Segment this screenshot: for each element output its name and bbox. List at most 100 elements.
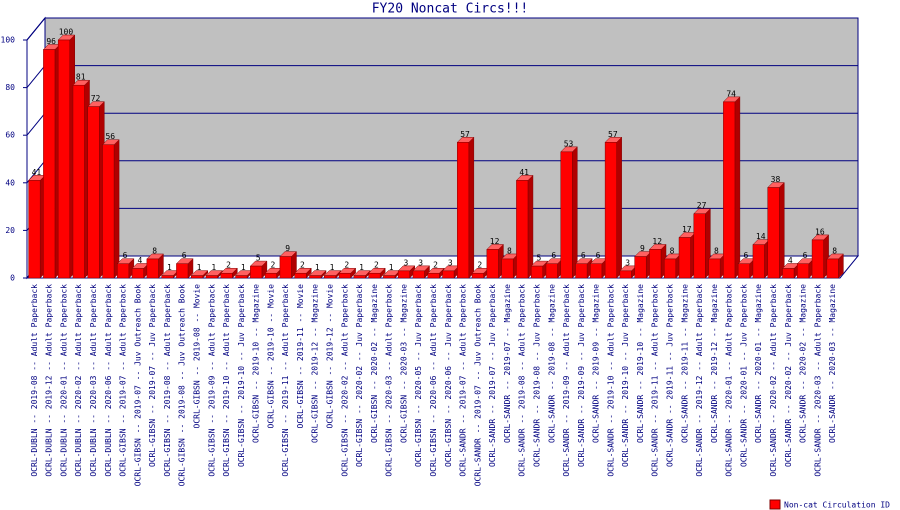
value-label: 38 <box>771 175 781 184</box>
value-label: 57 <box>608 130 618 139</box>
bar <box>324 275 337 279</box>
x-tick-label: OCRL-GIBSN -- 2019-08 -- Movie <box>192 284 201 429</box>
x-tick-label: OCRL-GIBSN -- 2019-12 -- Movie <box>326 284 335 429</box>
x-tick-label: OCRL-SANDR -- 2020-02 -- Adult Paperback <box>769 284 778 477</box>
bar <box>442 270 455 279</box>
bar <box>72 84 85 279</box>
value-label: 8 <box>152 246 157 255</box>
bar <box>57 39 70 279</box>
grid-line <box>26 112 46 136</box>
x-tick-label: OCRL-SANDR -- 2019-08 -- Magazine <box>547 284 556 443</box>
bar <box>205 275 218 279</box>
bar <box>516 180 529 279</box>
bar <box>117 263 130 279</box>
bar <box>575 263 588 279</box>
bar <box>28 180 41 279</box>
bar <box>797 263 810 279</box>
bar <box>250 265 263 279</box>
x-tick-label: OCRL-GIBSN -- 2019-11 -- Movie <box>296 284 305 429</box>
x-tick-label: OCRL-SANDR -- 2019-11 -- Adult Paperback <box>651 284 660 477</box>
value-label: 57 <box>460 130 470 139</box>
value-label: 41 <box>32 168 42 177</box>
bar-side <box>572 146 578 279</box>
bar <box>752 244 765 279</box>
value-label: 53 <box>564 139 574 148</box>
x-tick-label: OCRL-DUBLN -- 2020-06 -- Adult Paperback <box>104 284 113 477</box>
bar <box>383 275 396 279</box>
value-label: 1 <box>211 263 216 272</box>
x-tick-label: OCRL-SANDR -- 2019-07 -- Magazine <box>503 284 512 443</box>
x-tick-label: OCRL-SANDR -- 2020-01 -- Juv Paperback <box>739 284 748 467</box>
value-label: 17 <box>682 225 692 234</box>
x-tick-label: OCRL-SANDR -- 2019-08 -- Juv Paperback <box>532 284 541 467</box>
x-tick-label: OCRL-SANDR -- 2020-02 -- Juv Paperback <box>784 284 793 467</box>
x-tick-label: OCRL-SANDR -- 2020-03 -- Magazine <box>828 284 837 443</box>
value-label: 6 <box>123 251 128 260</box>
y-tick-label: 40 <box>5 178 15 187</box>
bar <box>220 272 233 279</box>
value-label: 27 <box>697 201 707 210</box>
x-tick-label: OCRL-SANDR -- 2020-01 -- Adult Paperback <box>725 284 734 477</box>
x-tick-label: OCRL-GIBSN -- 2020-03 -- Magazine <box>399 284 408 443</box>
bar-side <box>778 181 785 279</box>
x-tick-label: OCRL-SANDR -- 2019-10 -- Adult Paperback <box>606 284 615 477</box>
value-label: 1 <box>315 263 320 272</box>
value-label: 2 <box>433 261 438 270</box>
bar <box>737 263 750 279</box>
x-tick-label: OCRL-SANDR -- 2020-03 -- Adult Paperback <box>813 284 822 477</box>
bar <box>471 272 484 279</box>
value-label: 9 <box>640 244 645 253</box>
x-tick-label: OCRL-DUBLN -- 2020-02 -- Adult Paperback <box>74 284 83 477</box>
value-label: 81 <box>76 73 86 82</box>
value-label: 72 <box>91 94 101 103</box>
x-tick-label: OCRL-GIBSN -- 2020-02 -- Adult Paperback <box>340 284 349 477</box>
grid-line <box>26 65 46 88</box>
value-label: 2 <box>226 261 231 270</box>
x-tick-label: OCRL-SANDR -- 2019-07 -- Juv Paperback <box>488 284 497 467</box>
value-label: 96 <box>46 37 56 46</box>
bar <box>279 256 292 279</box>
bar-side <box>734 96 741 279</box>
y-tick-label: 60 <box>5 131 15 140</box>
value-label: 1 <box>197 263 202 272</box>
x-tick-label: OCRL-DUBLN -- 2020-03 -- Adult Paperback <box>89 284 98 477</box>
x-tick-label: OCRL-DUBLN -- 2019-12 -- Adult Paperback <box>45 284 54 477</box>
value-label: 1 <box>330 263 335 272</box>
x-tick-label: OCRL-SANDR -- 2019-11 -- Magazine <box>680 284 689 443</box>
bar <box>427 272 440 279</box>
value-label: 56 <box>105 132 115 141</box>
bar <box>309 275 322 279</box>
x-tick-label: OCRL-GIBSN -- 2019-09 -- Adult Paperback <box>207 284 216 477</box>
value-label: 9 <box>285 244 290 253</box>
value-label: 3 <box>418 258 423 267</box>
value-label: 6 <box>182 251 187 260</box>
value-label: 1 <box>359 263 364 272</box>
bar <box>590 263 603 279</box>
x-tick-label: OCRL-GIBSN -- 2020-05 -- Juv Paperback <box>414 284 423 467</box>
bar <box>678 237 691 279</box>
bar-side <box>527 174 534 279</box>
y-tick-label: 100 <box>1 36 16 45</box>
value-label: 4 <box>788 256 793 265</box>
x-tick-label: OCRL-GIBSN -- 2019-11 -- Adult Paperback <box>281 284 290 477</box>
x-tick-label: OCRL-GIBSN -- 2019-12 -- Magazine <box>311 284 320 443</box>
bar <box>176 263 189 279</box>
bar <box>663 258 677 279</box>
x-tick-label: OCRL-SANDR -- 2019-09 -- Adult Paperback <box>562 284 571 477</box>
x-tick-label: OCRL-GIBSN -- 2019-07 -- Adult Paperback <box>119 284 128 477</box>
value-label: 1 <box>167 263 172 272</box>
x-tick-label: OCRL-GIBSN -- 2019-10 -- Magazine <box>252 284 261 443</box>
value-label: 4 <box>137 256 142 265</box>
chart-title: FY20 Noncat Circs!!! <box>372 2 529 17</box>
bar <box>146 258 159 279</box>
value-label: 5 <box>537 254 542 263</box>
bar <box>87 106 100 279</box>
value-label: 12 <box>652 237 662 246</box>
bar <box>693 213 706 279</box>
y-tick-label: 80 <box>5 83 15 92</box>
bar <box>560 151 573 279</box>
x-tick-label: OCRL-SANDR -- 2019-07 -- Adult Paperback <box>459 284 468 477</box>
bar-side <box>468 136 475 279</box>
value-label: 6 <box>803 251 808 260</box>
value-label: 8 <box>714 246 719 255</box>
